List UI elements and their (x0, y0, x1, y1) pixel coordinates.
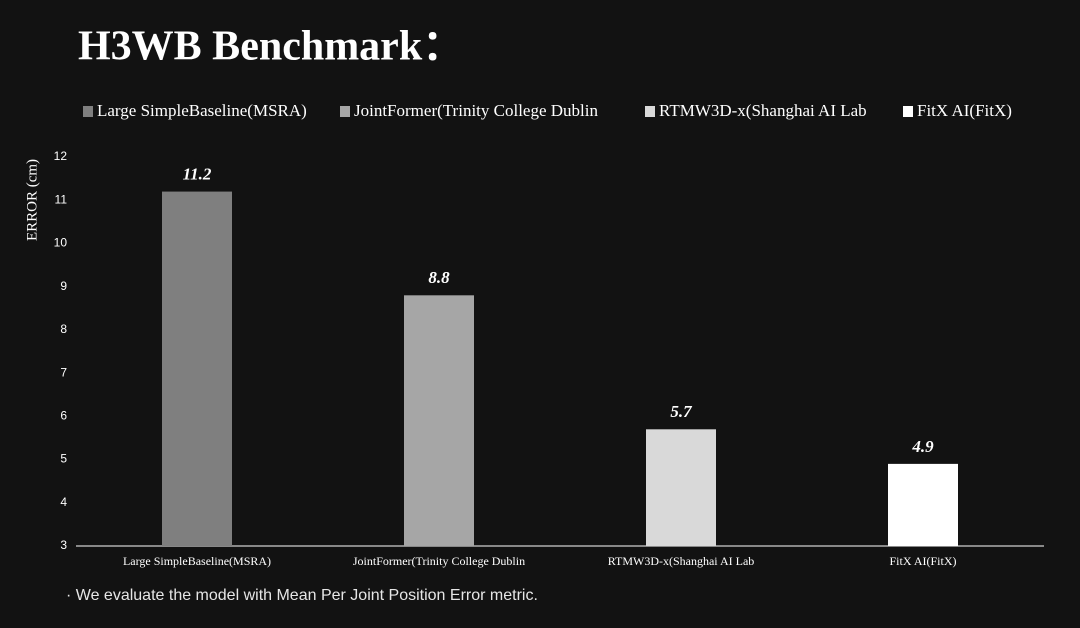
value-label: 5.7 (670, 402, 693, 421)
value-label: 11.2 (183, 164, 212, 183)
legend-swatch (83, 106, 93, 117)
legend-label: JointFormer(Trinity College Dublin (354, 101, 598, 120)
x-tick-label: RTMW3D-x(Shanghai AI Lab (608, 554, 755, 568)
bar (162, 191, 232, 547)
legend-label: Large SimpleBaseline(MSRA) (97, 101, 307, 120)
x-tick-label: FitX AI(FitX) (889, 554, 956, 568)
legend-swatch (903, 106, 913, 117)
y-tick-label: 5 (60, 452, 67, 466)
y-tick-label: 6 (60, 409, 67, 423)
legend-label: RTMW3D-x(Shanghai AI Lab (659, 101, 867, 120)
bar (646, 429, 716, 546)
y-tick-label: 11 (55, 192, 68, 206)
y-tick-label: 4 (60, 495, 67, 509)
y-axis-label: ERROR (cm) (24, 159, 40, 241)
value-label: 8.8 (428, 268, 450, 287)
value-label: 4.9 (911, 437, 934, 456)
y-tick-label: 7 (60, 365, 67, 379)
y-tick-label: 12 (54, 149, 68, 163)
y-tick-label: 9 (60, 279, 67, 293)
bar (888, 463, 958, 546)
legend-swatch (340, 106, 350, 117)
x-tick-label: Large SimpleBaseline(MSRA) (123, 554, 271, 568)
legend-label: FitX AI(FitX) (917, 101, 1012, 120)
y-tick-label: 3 (60, 538, 67, 552)
y-tick-label: 8 (60, 322, 67, 336)
footnote: · We evaluate the model with Mean Per Jo… (66, 587, 538, 604)
x-tick-label: JointFormer(Trinity College Dublin (353, 554, 525, 568)
chart-title: H3WB Benchmark： (78, 24, 464, 70)
y-tick-label: 10 (54, 236, 68, 250)
bar (404, 295, 474, 546)
legend-swatch (645, 106, 655, 117)
